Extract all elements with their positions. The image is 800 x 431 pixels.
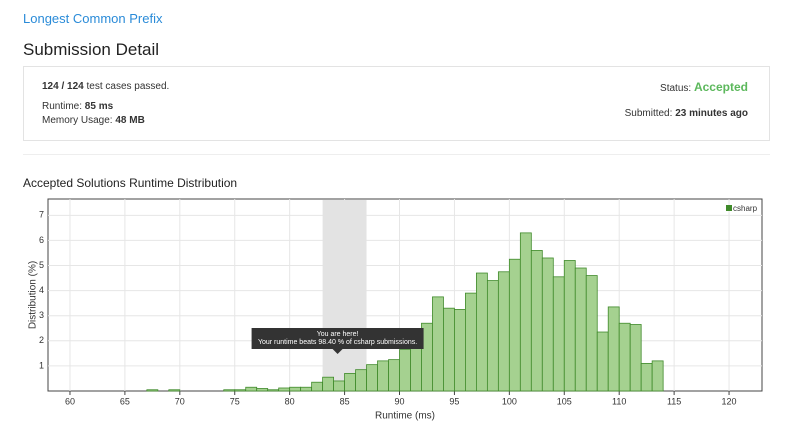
y-tick-label: 7 <box>39 210 44 220</box>
bar <box>223 389 236 392</box>
x-tick-label: 75 <box>230 396 240 406</box>
tooltip-arrow <box>332 349 343 354</box>
bar <box>530 250 543 392</box>
chart-title: Accepted Solutions Runtime Distribution <box>23 176 238 190</box>
bar <box>300 386 313 392</box>
y-tick-label: 2 <box>39 335 44 345</box>
x-tick-label: 115 <box>667 396 681 406</box>
bar <box>322 376 335 392</box>
bar <box>574 267 587 392</box>
bar <box>596 331 609 392</box>
bar <box>585 275 598 392</box>
tooltip: You are here!Your runtime beats 98.40 % … <box>251 328 424 354</box>
tooltip-box <box>251 328 424 349</box>
bar <box>552 276 565 392</box>
bar <box>399 349 411 392</box>
x-tick-label: 120 <box>722 396 737 406</box>
x-tick-label: 90 <box>394 396 404 406</box>
bar <box>311 381 324 392</box>
bar <box>497 271 510 392</box>
bar <box>289 386 302 392</box>
y-tick-label: 3 <box>39 310 44 320</box>
x-tick-label: 105 <box>557 396 572 406</box>
bar <box>278 387 291 392</box>
status: Status: Accepted <box>660 80 748 94</box>
bar <box>486 280 499 392</box>
bar <box>541 257 554 392</box>
bar <box>651 360 664 392</box>
y-tick-label: 4 <box>39 285 44 295</box>
bar <box>432 296 444 392</box>
memory-value: 48 MB <box>115 115 145 126</box>
y-tick-label: 1 <box>39 360 44 370</box>
bar <box>168 389 181 392</box>
tooltip-title: You are here! <box>317 331 359 338</box>
bar <box>443 307 455 392</box>
legend-label: csharp <box>733 204 758 213</box>
status-value: Accepted <box>693 80 748 94</box>
x-tick-label: 95 <box>449 396 459 406</box>
runtime: Runtime: 85 ms <box>42 101 113 112</box>
bar <box>629 324 642 392</box>
submitted: Submitted: 23 minutes ago <box>625 108 748 119</box>
status-label: Status: <box>660 83 692 94</box>
x-tick-label: 80 <box>285 396 295 406</box>
bar <box>607 306 620 392</box>
y-axis-label: Distribution (%) <box>28 261 39 329</box>
tooltip-text: Your runtime beats 98.40 % of csharp sub… <box>258 339 417 346</box>
bar <box>146 389 159 392</box>
bar <box>256 388 269 392</box>
runtime-value: 85 ms <box>84 101 114 112</box>
bar <box>618 322 631 392</box>
bar <box>377 360 389 392</box>
bar <box>388 359 400 392</box>
passed-text: test cases passed. <box>86 81 170 92</box>
submitted-label: Submitted: <box>624 108 673 119</box>
bar <box>366 364 378 392</box>
memory-label: Memory Usage: <box>42 115 113 126</box>
bar <box>355 369 367 392</box>
bar <box>245 386 258 392</box>
bar <box>267 389 280 392</box>
submitted-value: 23 minutes ago <box>675 108 748 119</box>
highlight-band <box>322 200 367 391</box>
bar <box>333 380 345 392</box>
legend-swatch <box>726 205 732 211</box>
heading: Submission Detail <box>23 40 160 59</box>
memory: Memory Usage: 48 MB <box>42 115 145 126</box>
x-tick-label: 85 <box>340 396 350 406</box>
passed: 124 / 124 test cases passed. <box>42 81 169 92</box>
bar <box>563 260 576 392</box>
x-axis-label: Runtime (ms) <box>375 411 435 422</box>
summary-card <box>23 66 770 141</box>
bar <box>465 292 477 392</box>
problem-link[interactable]: Longest Common Prefix <box>23 11 163 26</box>
x-tick-label: 70 <box>175 396 185 406</box>
x-tick-label: 60 <box>65 396 75 406</box>
bar <box>344 373 356 392</box>
x-tick-label: 65 <box>120 396 130 406</box>
y-tick-label: 6 <box>39 235 44 245</box>
separator <box>23 154 770 155</box>
x-tick-label: 110 <box>612 396 626 406</box>
x-tick-label: 100 <box>502 396 517 406</box>
bar <box>475 272 488 392</box>
bar <box>454 309 466 392</box>
runtime-label: Runtime: <box>42 101 83 112</box>
passed-count: 124 / 124 <box>42 81 84 92</box>
bar <box>508 258 521 392</box>
bar <box>640 362 653 392</box>
bar <box>234 389 247 392</box>
bar <box>519 232 532 392</box>
y-tick-label: 5 <box>39 260 44 270</box>
